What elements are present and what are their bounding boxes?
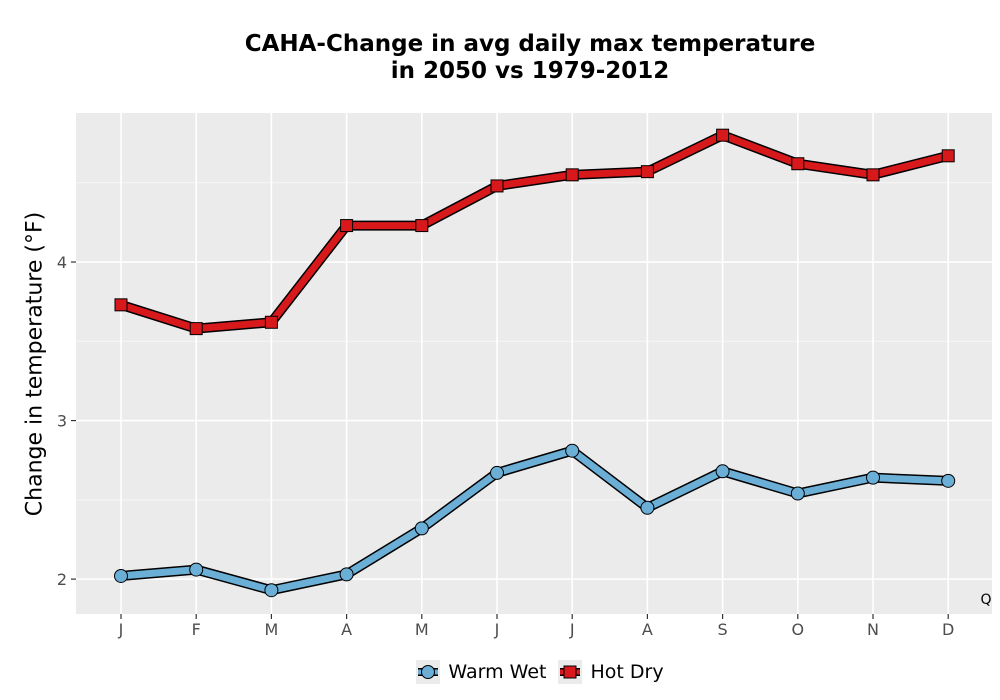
legend: Warm Wet Hot Dry bbox=[0, 660, 1000, 689]
y-tick-label: 4 bbox=[57, 253, 67, 272]
data-point-hot-dry bbox=[264, 315, 278, 329]
y-tick-label: 3 bbox=[57, 412, 67, 431]
x-tick-label: M bbox=[264, 620, 278, 639]
chart-title-line-1: CAHA-Change in avg daily max temperature bbox=[244, 31, 816, 57]
data-point-hot-dry bbox=[415, 219, 429, 233]
data-point-hot-dry bbox=[941, 149, 955, 163]
data-point-hot-dry bbox=[866, 168, 880, 182]
legend-key-warm-wet bbox=[416, 660, 441, 684]
data-point-warm-wet bbox=[790, 486, 805, 501]
data-point-hot-dry bbox=[189, 322, 203, 336]
data-point-warm-wet bbox=[114, 568, 128, 583]
data-point-hot-dry bbox=[114, 298, 128, 312]
data-point-hot-dry bbox=[340, 219, 354, 233]
x-tick-label: S bbox=[718, 620, 728, 639]
data-point-hot-dry bbox=[490, 179, 504, 193]
data-point-hot-dry bbox=[640, 165, 654, 179]
x-tick-label: J bbox=[494, 620, 500, 639]
x-tick-label: D bbox=[942, 620, 954, 639]
data-point-warm-wet bbox=[264, 583, 279, 598]
chart-title-line-2: in 2050 vs 1979-2012 bbox=[390, 58, 670, 84]
series-line-hot-dry bbox=[119, 131, 950, 333]
legend-item-warm-wet: Warm Wet bbox=[416, 660, 546, 684]
x-tick-label: N bbox=[867, 620, 879, 639]
series-line-warm-wet bbox=[120, 447, 949, 594]
plot-panel bbox=[76, 113, 992, 614]
data-point-warm-wet bbox=[490, 465, 504, 480]
x-tick-label: F bbox=[192, 620, 201, 639]
x-tick-label: M bbox=[415, 620, 429, 639]
corner-annotation: Q bbox=[980, 592, 991, 608]
data-point-warm-wet bbox=[715, 464, 730, 479]
legend-item-hot-dry: Hot Dry bbox=[558, 660, 664, 684]
x-tick-label: J bbox=[569, 620, 575, 639]
data-point-warm-wet bbox=[941, 473, 956, 488]
data-point-warm-wet bbox=[565, 443, 580, 458]
data-point-warm-wet bbox=[189, 562, 204, 577]
x-tick-label: A bbox=[341, 620, 352, 639]
legend-label-warm-wet: Warm Wet bbox=[448, 661, 547, 683]
x-tick-label: J bbox=[118, 620, 124, 639]
x-tick-label: O bbox=[792, 620, 805, 639]
data-point-warm-wet bbox=[339, 567, 354, 582]
data-point-warm-wet bbox=[414, 521, 429, 536]
data-point-hot-dry bbox=[791, 157, 805, 171]
chart-title: CAHA-Change in avg daily max temperature… bbox=[0, 31, 1000, 85]
data-point-warm-wet bbox=[866, 470, 880, 485]
data-point-hot-dry bbox=[565, 168, 579, 182]
x-tick-label: A bbox=[642, 620, 653, 639]
data-point-hot-dry bbox=[716, 128, 730, 142]
y-tick-label: 2 bbox=[57, 570, 67, 589]
legend-label-hot-dry: Hot Dry bbox=[590, 661, 664, 683]
legend-key-hot-dry bbox=[558, 660, 583, 684]
data-point-warm-wet bbox=[640, 500, 655, 515]
